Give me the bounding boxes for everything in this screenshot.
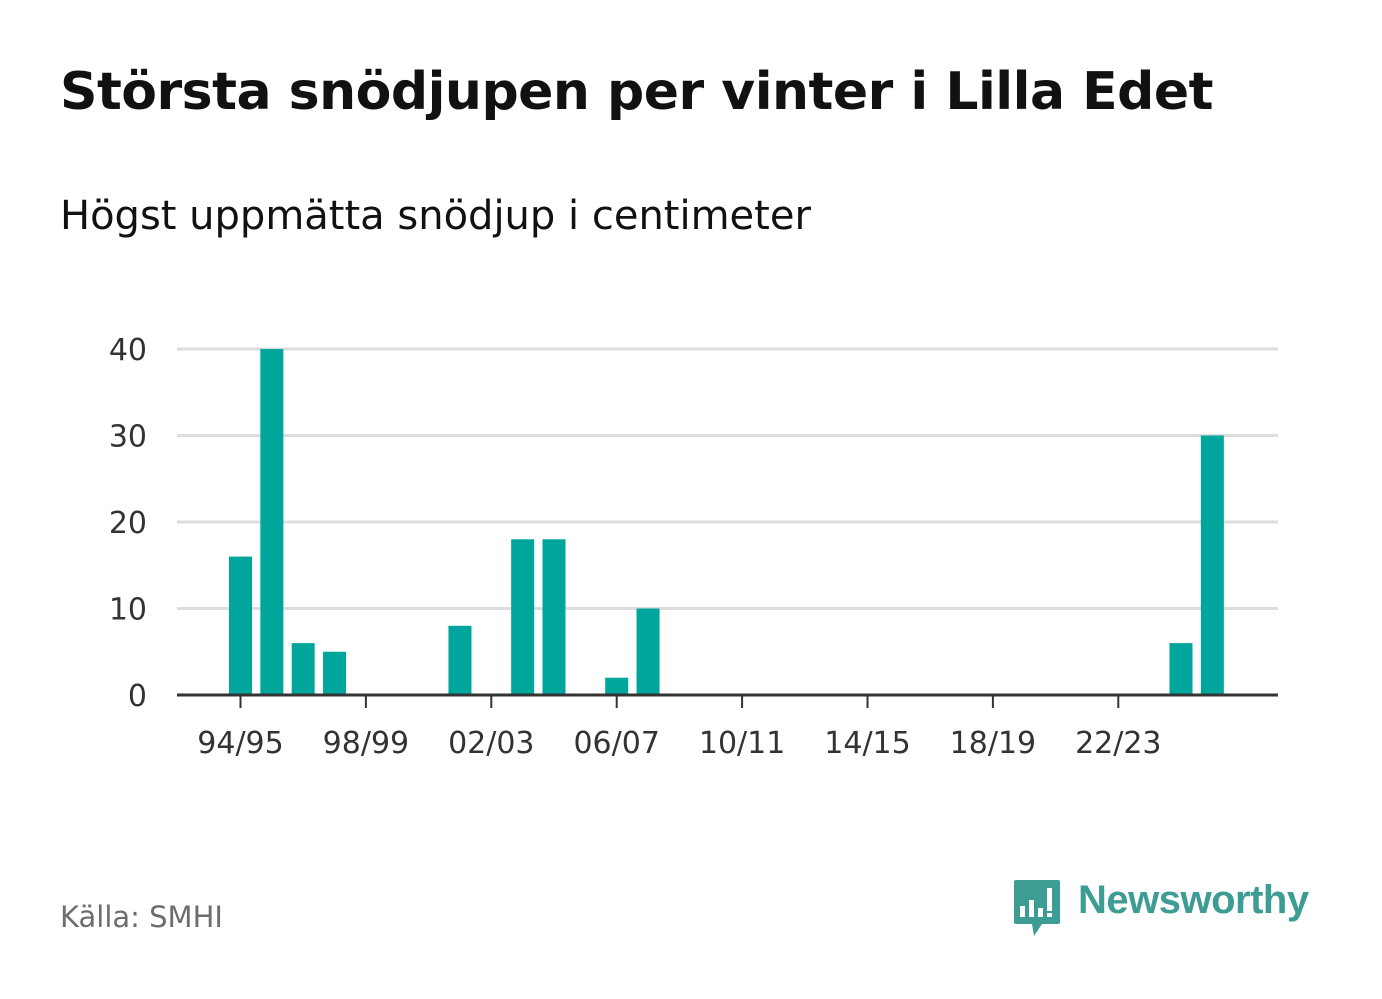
bar (605, 677, 629, 695)
y-tick-label: 0 (128, 679, 147, 714)
x-tick-label: 06/07 (573, 726, 659, 761)
x-tick-label: 18/19 (950, 726, 1036, 761)
bar (323, 651, 347, 695)
y-tick-label: 30 (109, 420, 147, 455)
bar (1169, 643, 1193, 695)
newsworthy-logo-icon (1014, 880, 1060, 936)
x-tick-label: 22/23 (1075, 726, 1161, 761)
x-tick-label: 98/99 (323, 726, 409, 761)
x-tick-label: 02/03 (448, 726, 534, 761)
bar (260, 349, 284, 695)
brand-logo: Newsworthy (1012, 878, 1309, 942)
chart-title: Största snödjupen per vinter i Lilla Ede… (60, 62, 1214, 122)
chart-subtitle: Högst uppmätta snödjup i centimeter (60, 193, 811, 239)
bar (291, 643, 315, 695)
y-tick-label: 10 (109, 593, 147, 628)
brand-name: Newsworthy (1078, 878, 1309, 922)
x-tick-label: 14/15 (824, 726, 910, 761)
bar (1200, 435, 1224, 695)
bar (636, 608, 660, 695)
bar (448, 625, 472, 695)
bar (229, 556, 252, 695)
y-tick-label: 20 (109, 506, 147, 541)
x-tick-label: 10/11 (699, 726, 785, 761)
y-tick-label: 40 (109, 333, 147, 368)
bar (542, 539, 566, 695)
bar (511, 539, 535, 695)
x-tick-label: 94/95 (197, 726, 283, 761)
source-label: Källa: SMHI (60, 900, 223, 934)
